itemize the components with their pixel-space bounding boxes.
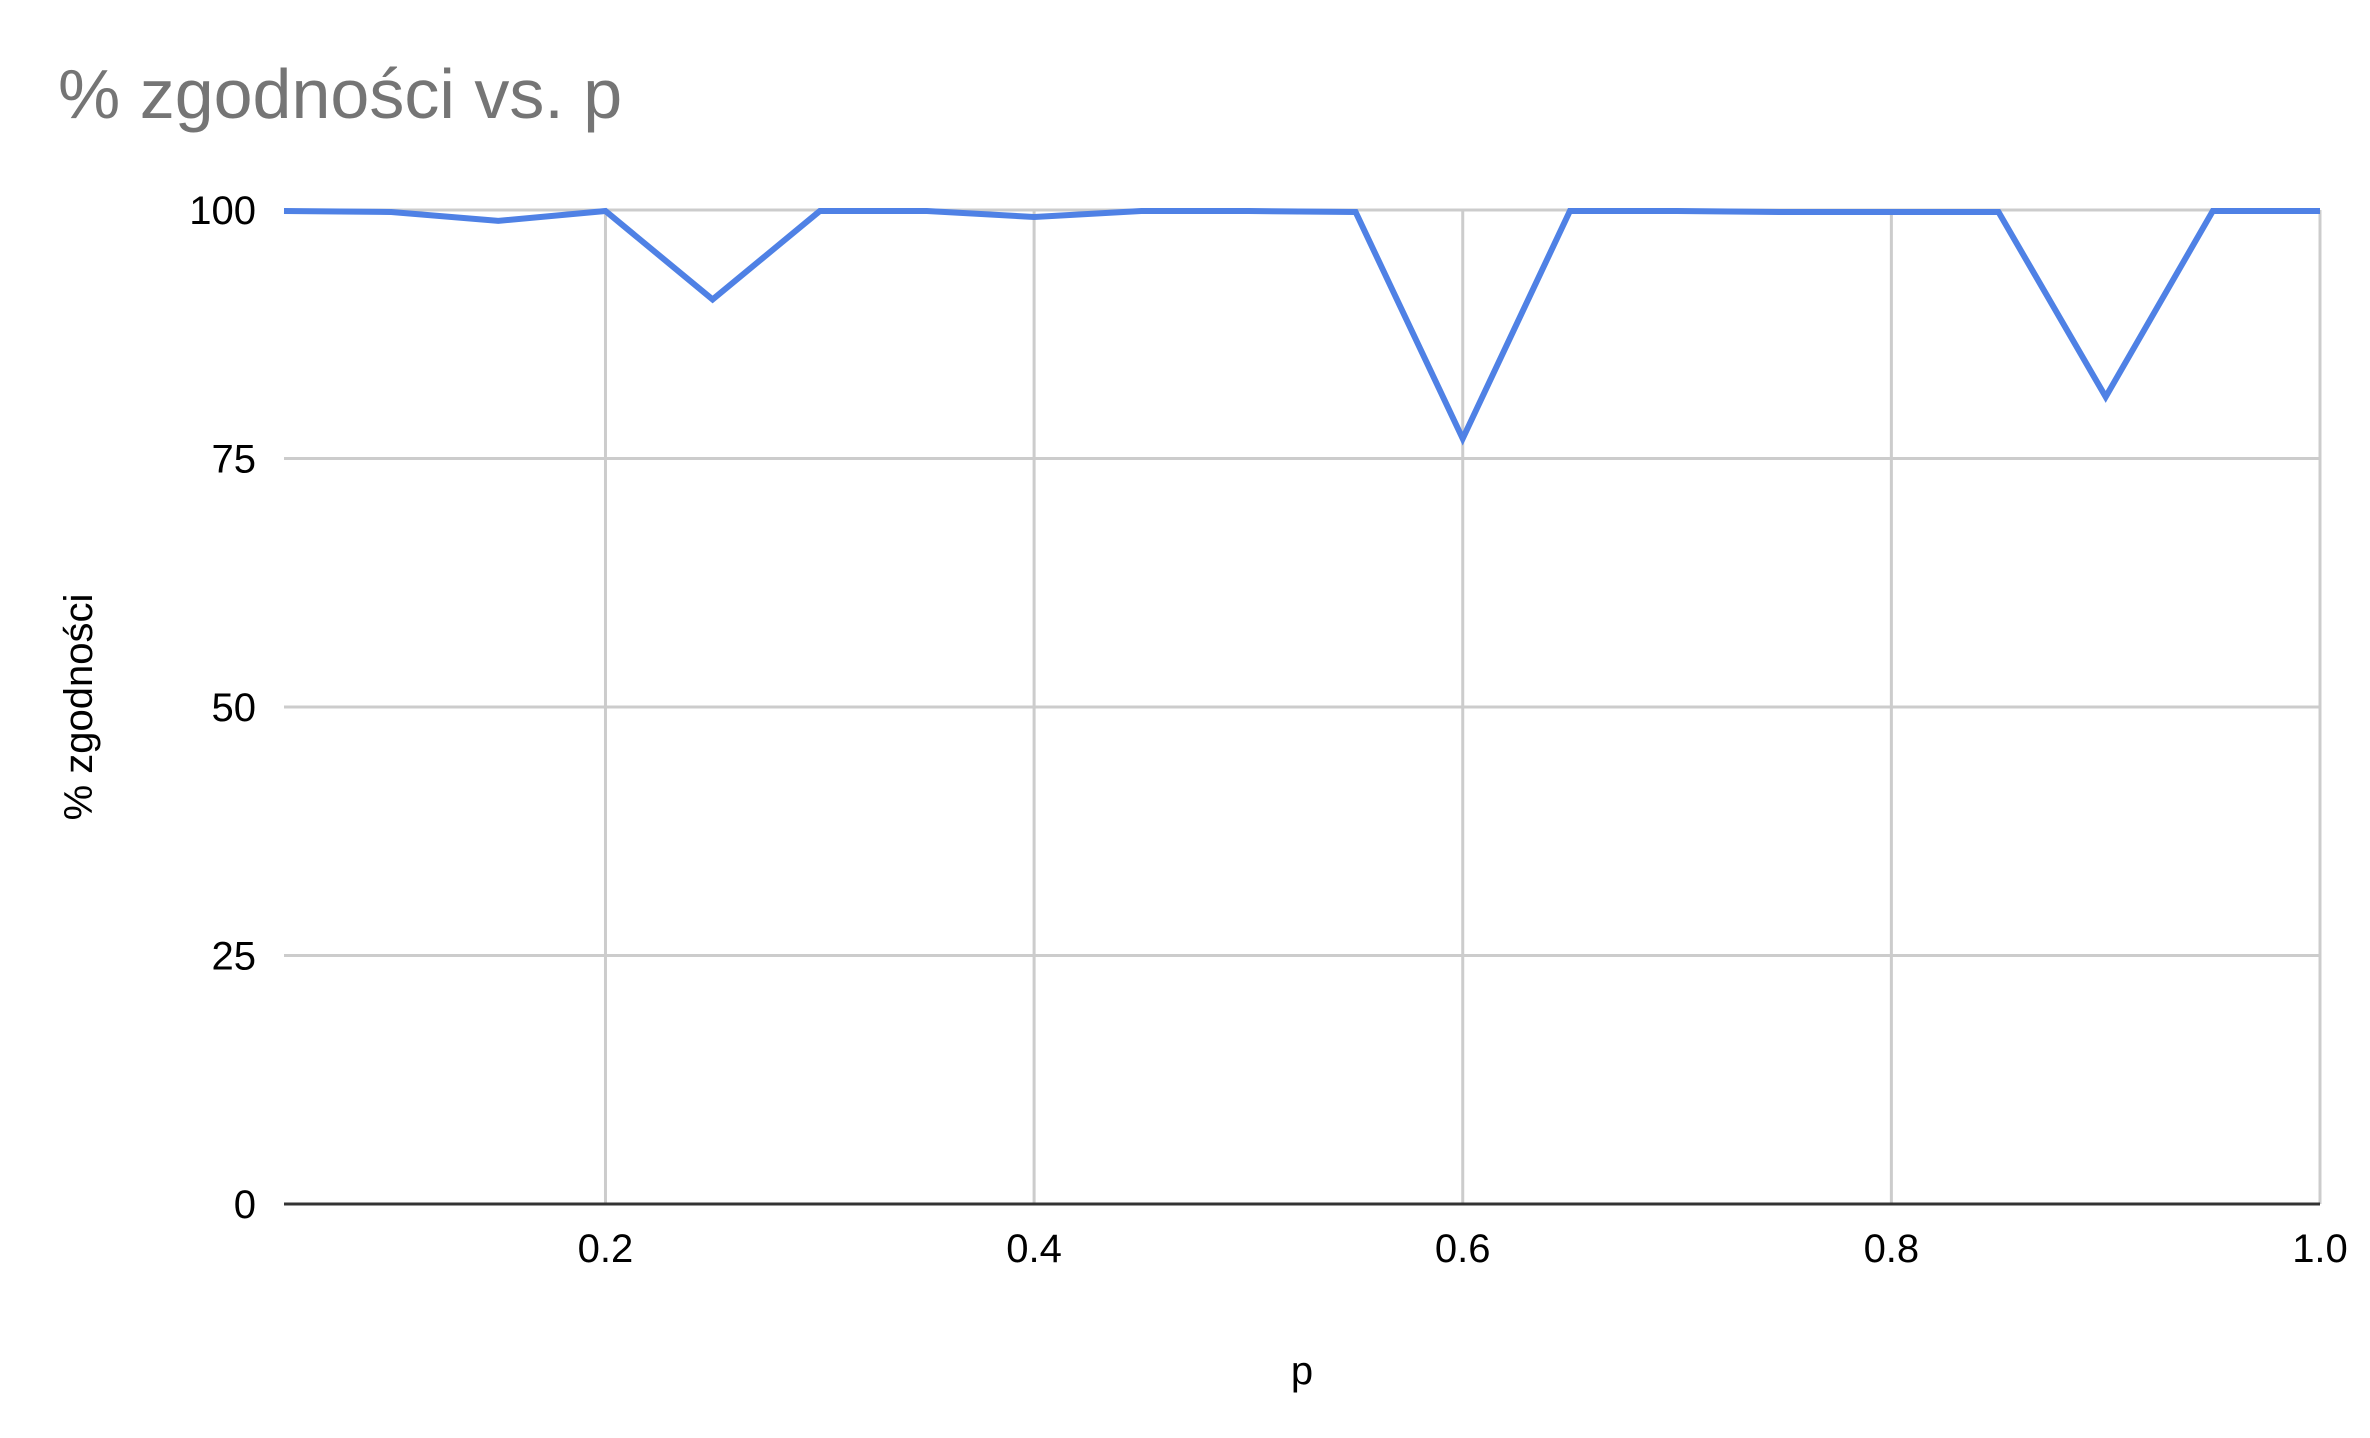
y-tick-label: 100: [189, 189, 256, 233]
y-axis-title: % zgodności: [57, 594, 101, 821]
y-tick-label: 75: [212, 438, 257, 482]
y-tick-label: 0: [234, 1183, 256, 1227]
series-line: [283, 207, 2320, 446]
x-tick-label: 1.0: [2292, 1227, 2348, 1271]
series-layer: [283, 207, 2320, 446]
x-tick-label: 0.2: [578, 1227, 634, 1271]
chart-title: % zgodności vs. p: [58, 55, 622, 133]
x-axis-ticks: 0.2 0.4 0.6 0.8 1.0: [578, 1227, 2348, 1271]
x-tick-label: 0.6: [1435, 1227, 1491, 1271]
y-tick-label: 50: [212, 686, 257, 730]
y-axis-ticks: 0 25 50 75 100: [189, 189, 256, 1227]
grid: [284, 208, 2322, 1204]
y-tick-label: 25: [212, 935, 257, 979]
x-tick-label: 0.4: [1006, 1227, 1062, 1271]
x-tick-label: 0.8: [1864, 1227, 1920, 1271]
x-axis-title: p: [1291, 1349, 1313, 1393]
